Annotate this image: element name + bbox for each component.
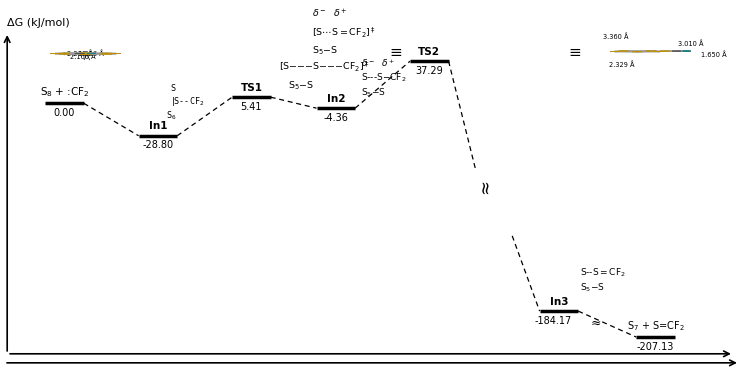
Text: -4.36: -4.36 (324, 113, 348, 123)
Text: S$_8$ + :CF$_2$: S$_8$ + :CF$_2$ (39, 85, 89, 99)
Text: ΔG (kJ/mol): ΔG (kJ/mol) (7, 18, 70, 28)
Text: In1: In1 (149, 121, 167, 131)
Text: TS1: TS1 (240, 83, 263, 93)
Text: $\delta^-\ \ \delta^+$
$\left[\mathrm{S{\cdots}S{=}CF_2}\right]^\ddagger$
$\math: $\delta^-\ \ \delta^+$ $\left[\mathrm{S{… (312, 8, 376, 57)
Text: 2.026 Å: 2.026 Å (78, 50, 104, 56)
Text: 37.29: 37.29 (415, 66, 443, 76)
Text: S$_7$ + S=CF$_2$: S$_7$ + S=CF$_2$ (626, 319, 684, 332)
Text: 3.010 Å: 3.010 Å (679, 41, 704, 47)
Text: ≈: ≈ (590, 317, 601, 330)
Text: 2.240 Å: 2.240 Å (67, 50, 93, 57)
Text: S
  $|$S--CF$_2$
 S$_6$: S $|$S--CF$_2$ S$_6$ (161, 84, 205, 122)
Text: 2.160 Å: 2.160 Å (70, 54, 95, 60)
Text: -184.17: -184.17 (534, 315, 571, 325)
Text: $\left[\mathrm{S{-}{-}{-}S{-}{-}{-}CF_2}\right]^\ddagger$
$\quad\mathrm{S_5{-}S}: $\left[\mathrm{S{-}{-}{-}S{-}{-}{-}CF_2}… (278, 59, 369, 92)
Text: ≈: ≈ (476, 179, 494, 194)
Text: 1.650 Å: 1.650 Å (701, 51, 726, 58)
Text: In2: In2 (327, 94, 345, 104)
Text: In3: In3 (550, 297, 568, 307)
Text: $\equiv$: $\equiv$ (566, 44, 582, 59)
Text: $\equiv$: $\equiv$ (388, 44, 403, 59)
Text: S--S$=$CF$_2$
S$_5$$-$S: S--S$=$CF$_2$ S$_5$$-$S (580, 266, 626, 294)
Text: TS2: TS2 (418, 46, 440, 57)
Text: 2.329 Å: 2.329 Å (609, 62, 635, 68)
Text: 0.00: 0.00 (54, 108, 75, 118)
Text: 5.41: 5.41 (240, 102, 262, 112)
Text: 3.360 Å: 3.360 Å (603, 33, 629, 39)
Text: -28.80: -28.80 (142, 140, 173, 150)
Text: -207.13: -207.13 (637, 342, 674, 352)
Text: $\delta^-\ \ \delta^+$
S---S$-$CF$_2$
S$_5$$-$S: $\delta^-\ \ \delta^+$ S---S$-$CF$_2$ S$… (361, 57, 407, 99)
